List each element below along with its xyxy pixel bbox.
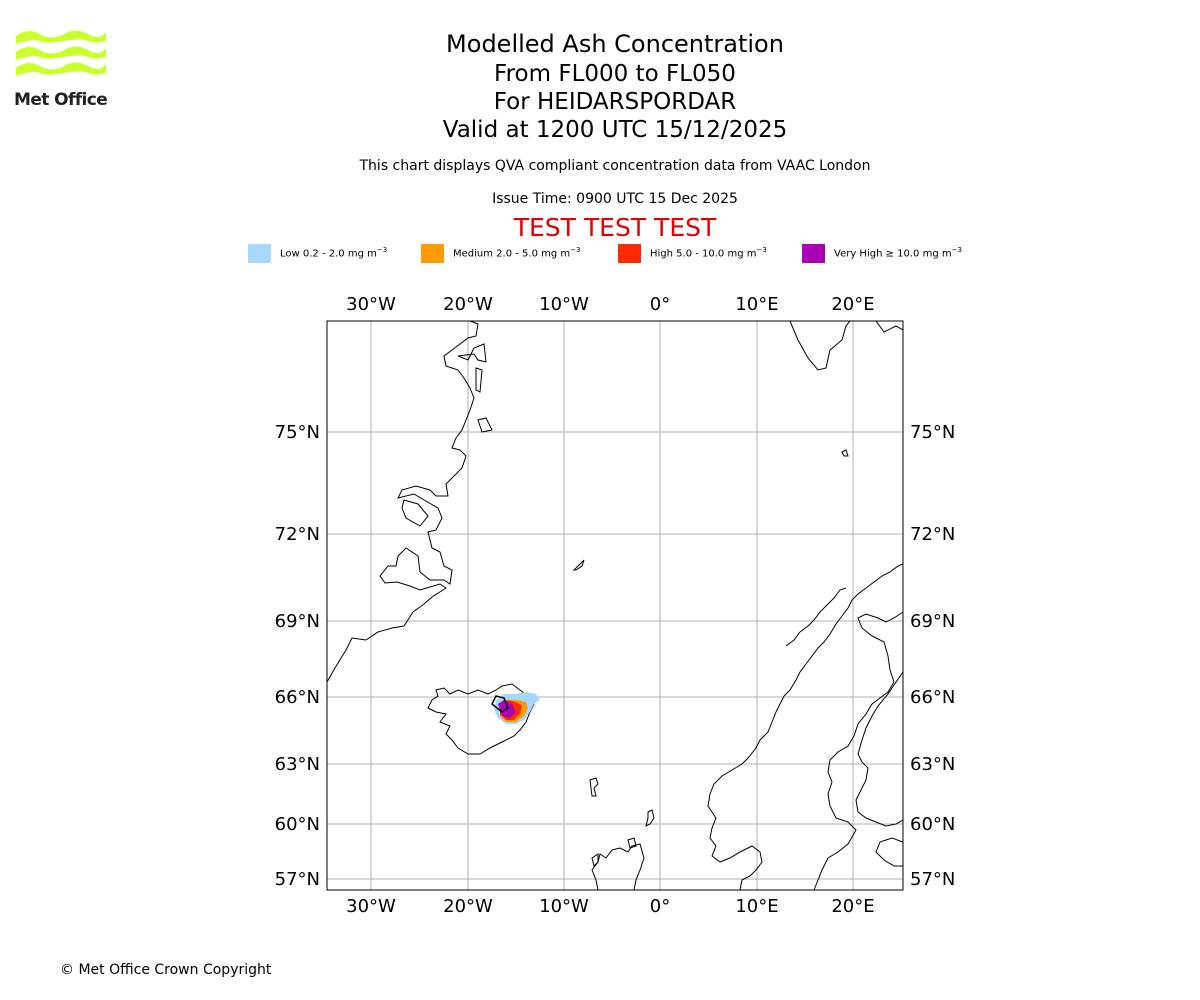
legend-label-medium: Medium 2.0 - 5.0 mg m−3 (453, 246, 581, 260)
met-office-logo: Met Office (14, 28, 108, 112)
lon-tick-label-top: 10°W (539, 294, 589, 315)
lon-tick-label-bottom: 20°E (831, 896, 874, 917)
coastlines (327, 321, 903, 890)
orkney-islands (627, 837, 637, 849)
gulf-of-finland (875, 837, 903, 867)
qva-note: This chart displays QVA compliant concen… (359, 158, 871, 174)
valid-time: Valid at 1200 UTC 15/12/2025 (442, 117, 788, 143)
legend-swatch-low (248, 244, 271, 263)
norway-coast (707, 563, 903, 890)
lon-tick-label-top: 20°W (443, 294, 493, 315)
lat-tick-label-left: 66°N (275, 687, 320, 708)
flight-level-range: From FL000 to FL050 (494, 61, 736, 87)
greenland-fjord (401, 499, 429, 527)
lat-tick-label-left: 60°N (275, 814, 320, 835)
lat-tick-label-right: 75°N (910, 422, 955, 443)
faroe-islands (589, 777, 599, 797)
scotland-coast (591, 843, 645, 890)
greenland-islet-3 (475, 367, 483, 393)
lat-tick-label-right: 72°N (910, 524, 955, 545)
map-frame (326, 320, 904, 891)
shetland-islands (645, 809, 655, 827)
copyright-notice: © Met Office Crown Copyright (60, 962, 272, 978)
lat-tick-label-right: 63°N (910, 754, 955, 775)
lon-tick-label-bottom: 0° (650, 896, 670, 917)
lon-tick-label-top: 10°E (735, 294, 778, 315)
lon-tick-label-top: 30°W (346, 294, 396, 315)
lat-tick-label-left: 72°N (275, 524, 320, 545)
legend-label-very-high: Very High ≥ 10.0 mg m−3 (834, 246, 962, 260)
lon-tick-label-top: 20°E (831, 294, 874, 315)
chart-title-block: Modelled Ash Concentration From FL000 to… (315, 30, 915, 144)
lat-tick-label-right: 60°N (910, 814, 955, 835)
svalbard-islet (875, 321, 903, 333)
graticule (327, 321, 903, 890)
legend-swatch-high (618, 244, 641, 263)
lon-tick-label-bottom: 10°E (735, 896, 778, 917)
met-office-wave-icon (16, 30, 106, 76)
lon-tick-label-top: 0° (650, 294, 670, 315)
ash-cloud (491, 692, 540, 724)
test-banner: TEST TEST TEST (513, 213, 717, 242)
svalbard-coast (789, 321, 851, 371)
norway-islets (785, 587, 847, 647)
legend-swatch-very-high (802, 244, 825, 263)
lat-tick-label-left: 57°N (275, 869, 320, 890)
chart-title: Modelled Ash Concentration (446, 30, 784, 58)
baltic-coast (855, 671, 903, 827)
volcano-name: For HEIDARSPORDAR (493, 89, 737, 115)
lat-tick-label-right: 57°N (910, 869, 955, 890)
iceland-coast (427, 683, 535, 755)
ash-source-outline (491, 695, 509, 713)
lat-tick-label-right: 66°N (910, 687, 955, 708)
jan-mayen (572, 559, 585, 571)
lat-tick-label-left: 63°N (275, 754, 320, 775)
greenland-islet-2 (477, 417, 493, 433)
lat-tick-label-right: 69°N (910, 611, 955, 632)
lon-tick-label-bottom: 10°W (539, 896, 589, 917)
logo-wordmark: Met Office (14, 90, 108, 110)
greenland-islet-1 (457, 343, 487, 363)
lon-tick-label-bottom: 30°W (346, 896, 396, 917)
legend-label-low: Low 0.2 - 2.0 mg m−3 (280, 246, 388, 260)
scandinavia-border (813, 611, 903, 890)
lat-tick-label-left: 75°N (275, 422, 320, 443)
axis-labels: 30°W 30°W 20°W 20°W 10°W 10°W 0° 0° 10°E 10°E 20°E… (275, 294, 956, 917)
hebrides (591, 853, 599, 867)
lat-tick-label-left: 69°N (275, 611, 320, 632)
legend-swatch-medium (421, 244, 444, 263)
lon-tick-label-bottom: 20°W (443, 896, 493, 917)
legend-label-high: High 5.0 - 10.0 mg m−3 (650, 246, 767, 260)
issue-time: Issue Time: 0900 UTC 15 Dec 2025 (492, 191, 738, 207)
greenland-coast (327, 321, 479, 683)
bear-island (841, 449, 849, 457)
